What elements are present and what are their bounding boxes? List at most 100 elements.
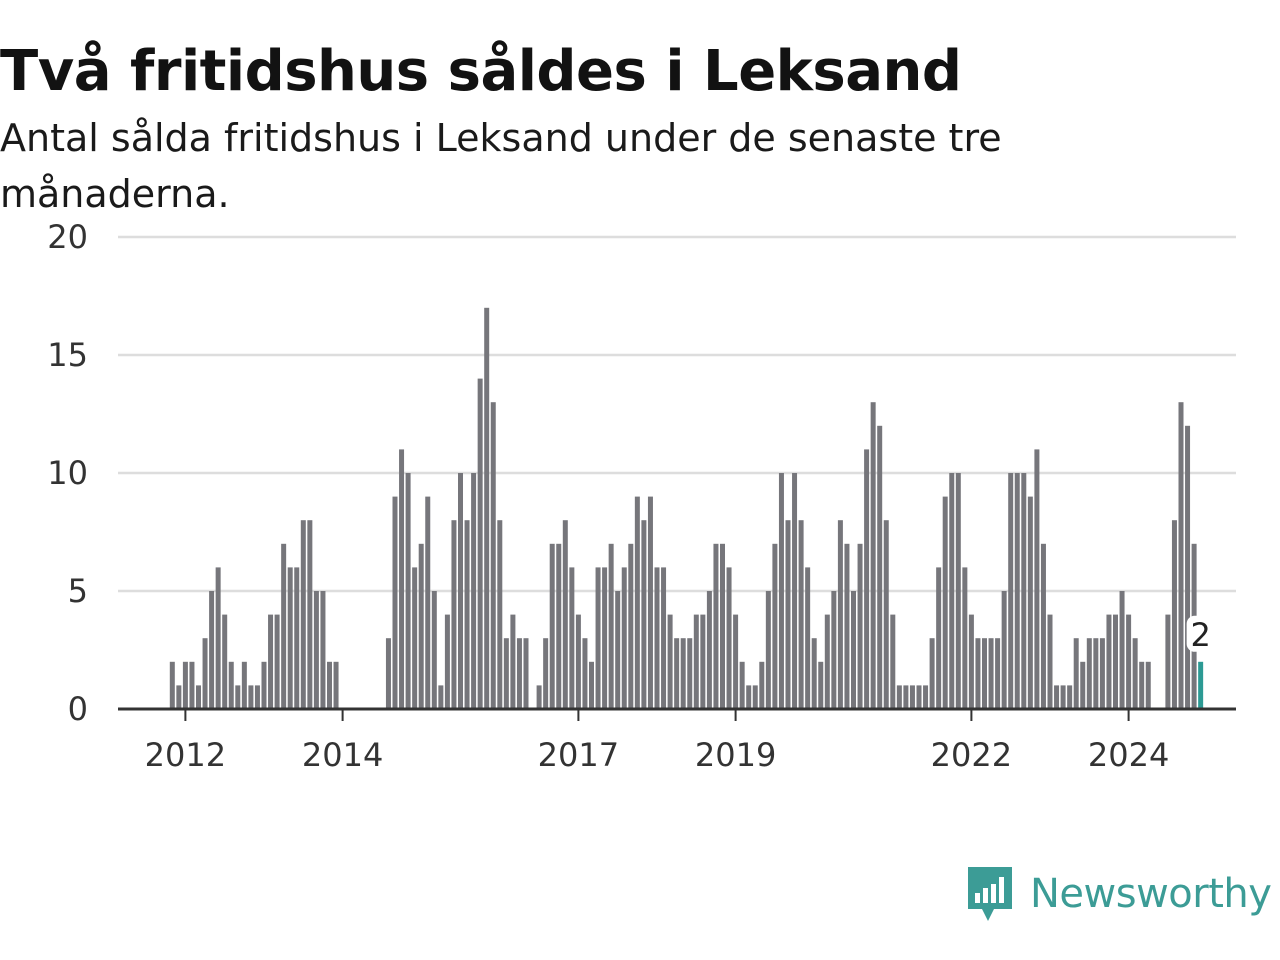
x-tick-label: 2024: [1088, 736, 1169, 774]
bar: [202, 638, 208, 709]
bar: [982, 638, 987, 709]
y-tick-label: 5: [68, 572, 88, 610]
bar: [667, 614, 673, 709]
x-tick-label: 2019: [695, 736, 776, 774]
bar: [1126, 614, 1132, 709]
bar: [333, 661, 339, 709]
bar: [687, 638, 693, 709]
bar: [602, 567, 608, 709]
x-tick-label: 2022: [931, 736, 1012, 774]
data-labels: 2: [1186, 615, 1215, 654]
bar: [896, 685, 902, 709]
bar: [543, 638, 549, 709]
y-axis-ticks: 0 5 10 15 20: [47, 218, 88, 728]
bar: [831, 591, 837, 709]
bar: [399, 449, 405, 709]
bar: [1008, 473, 1014, 709]
bar: [641, 520, 647, 709]
bar: [209, 591, 215, 709]
bar: [176, 685, 182, 709]
bar: [752, 685, 758, 709]
bar: [720, 543, 725, 709]
bar: [647, 496, 653, 709]
bar: [510, 614, 516, 709]
bar: [281, 543, 287, 709]
bar: [589, 661, 594, 709]
bar: [844, 543, 850, 709]
bar: [1027, 496, 1033, 709]
x-axis: 2012 2014 2017 2019 2022 2024: [118, 707, 1236, 774]
y-tick-label: 15: [47, 336, 88, 374]
bar: [988, 638, 994, 709]
bar: [798, 520, 804, 709]
bar: [438, 685, 444, 709]
bar: [824, 614, 830, 709]
bar: [903, 685, 909, 709]
bar: [320, 591, 326, 709]
bar: [909, 685, 915, 709]
bar: [248, 685, 254, 709]
bar: [418, 543, 424, 709]
bar: [307, 520, 313, 709]
bar: [1113, 614, 1118, 709]
bar: [1099, 638, 1105, 709]
bar: [1171, 520, 1177, 709]
bar: [968, 614, 974, 709]
bar: [1080, 661, 1086, 709]
bar: [1067, 685, 1073, 709]
bar: [1034, 449, 1040, 709]
bar: [549, 543, 555, 709]
bar: [739, 661, 745, 709]
bar: [792, 473, 798, 709]
bar: [818, 661, 824, 709]
bar: [916, 685, 922, 709]
bar: [621, 567, 627, 709]
bar-latest: [1198, 661, 1204, 709]
brand-name: Newsworthy: [1030, 871, 1272, 917]
bar: [254, 685, 260, 709]
bar: [634, 496, 640, 709]
bar: [962, 567, 968, 709]
bar: [228, 661, 234, 709]
bar: [929, 638, 935, 709]
bar: [385, 638, 391, 709]
bar: [431, 591, 437, 709]
bar: [392, 496, 398, 709]
bar: [595, 567, 601, 709]
x-tick-label: 2014: [302, 736, 383, 774]
bar: [300, 520, 306, 709]
bar: [215, 567, 221, 709]
bar: [778, 473, 784, 709]
bar: [503, 638, 509, 709]
x-tick-label: 2012: [145, 736, 226, 774]
bar: [523, 638, 529, 709]
bar: [444, 614, 450, 709]
bar: [700, 614, 706, 709]
bar: [805, 567, 811, 709]
bar: [464, 520, 470, 709]
bar: [864, 449, 870, 709]
bar: [955, 473, 961, 709]
bar: [268, 614, 274, 709]
bar: [1060, 685, 1066, 709]
bar: [458, 473, 463, 709]
bar: [785, 520, 791, 709]
bar: [733, 614, 739, 709]
bar: [274, 614, 280, 709]
bar: [484, 307, 490, 709]
bar: [1178, 402, 1184, 709]
gridlines: [118, 235, 1236, 593]
bar: [261, 661, 267, 709]
data-label-latest: 2: [1190, 616, 1210, 654]
bar: [222, 614, 228, 709]
bar: [582, 638, 588, 709]
bar: [1106, 614, 1112, 709]
bar: [661, 567, 667, 709]
chart-subtitle: Antal sålda fritidshus i Leksand under d…: [0, 116, 1002, 216]
bar: [497, 520, 503, 709]
bar: [654, 567, 660, 709]
bar: [313, 591, 319, 709]
bar: [851, 591, 856, 709]
y-tick-label: 0: [68, 690, 88, 728]
bar: [189, 661, 195, 709]
